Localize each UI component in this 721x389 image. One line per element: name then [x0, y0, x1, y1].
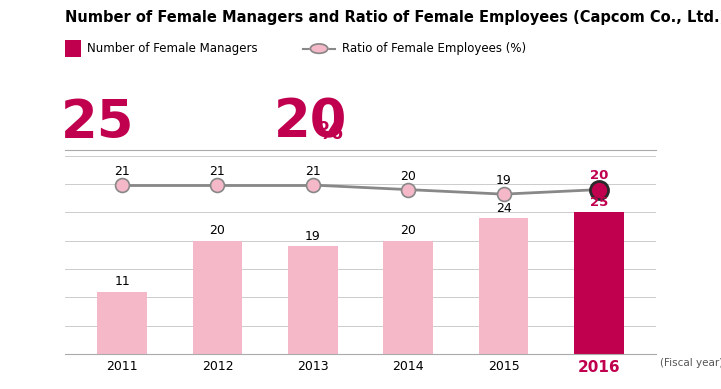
Text: 21: 21	[114, 165, 130, 178]
Text: 21: 21	[305, 165, 321, 178]
Text: 25: 25	[590, 196, 608, 209]
Bar	[384, 241, 433, 354]
Text: 24: 24	[495, 202, 511, 215]
Bar	[193, 241, 242, 354]
Text: (Fiscal year): (Fiscal year)	[660, 358, 721, 368]
Text: 21: 21	[210, 165, 226, 178]
Text: 25: 25	[61, 96, 135, 149]
Bar	[574, 212, 624, 354]
Text: 19: 19	[495, 174, 511, 187]
Text: 20: 20	[210, 224, 226, 237]
Bar	[97, 292, 147, 354]
Text: Number of Female Managers and Ratio of Female Employees (Capcom Co., Ltd.): Number of Female Managers and Ratio of F…	[65, 10, 721, 25]
Text: %: %	[317, 120, 342, 144]
Text: 11: 11	[114, 275, 130, 288]
Text: 19: 19	[305, 230, 321, 243]
Text: 20: 20	[590, 169, 608, 182]
Text: 20: 20	[400, 224, 416, 237]
Text: Number of Female Managers: Number of Female Managers	[87, 42, 257, 55]
Text: 20: 20	[274, 96, 348, 149]
Bar	[288, 246, 337, 354]
Bar	[479, 218, 528, 354]
Text: 20: 20	[400, 170, 416, 183]
Text: Ratio of Female Employees (%): Ratio of Female Employees (%)	[342, 42, 526, 55]
